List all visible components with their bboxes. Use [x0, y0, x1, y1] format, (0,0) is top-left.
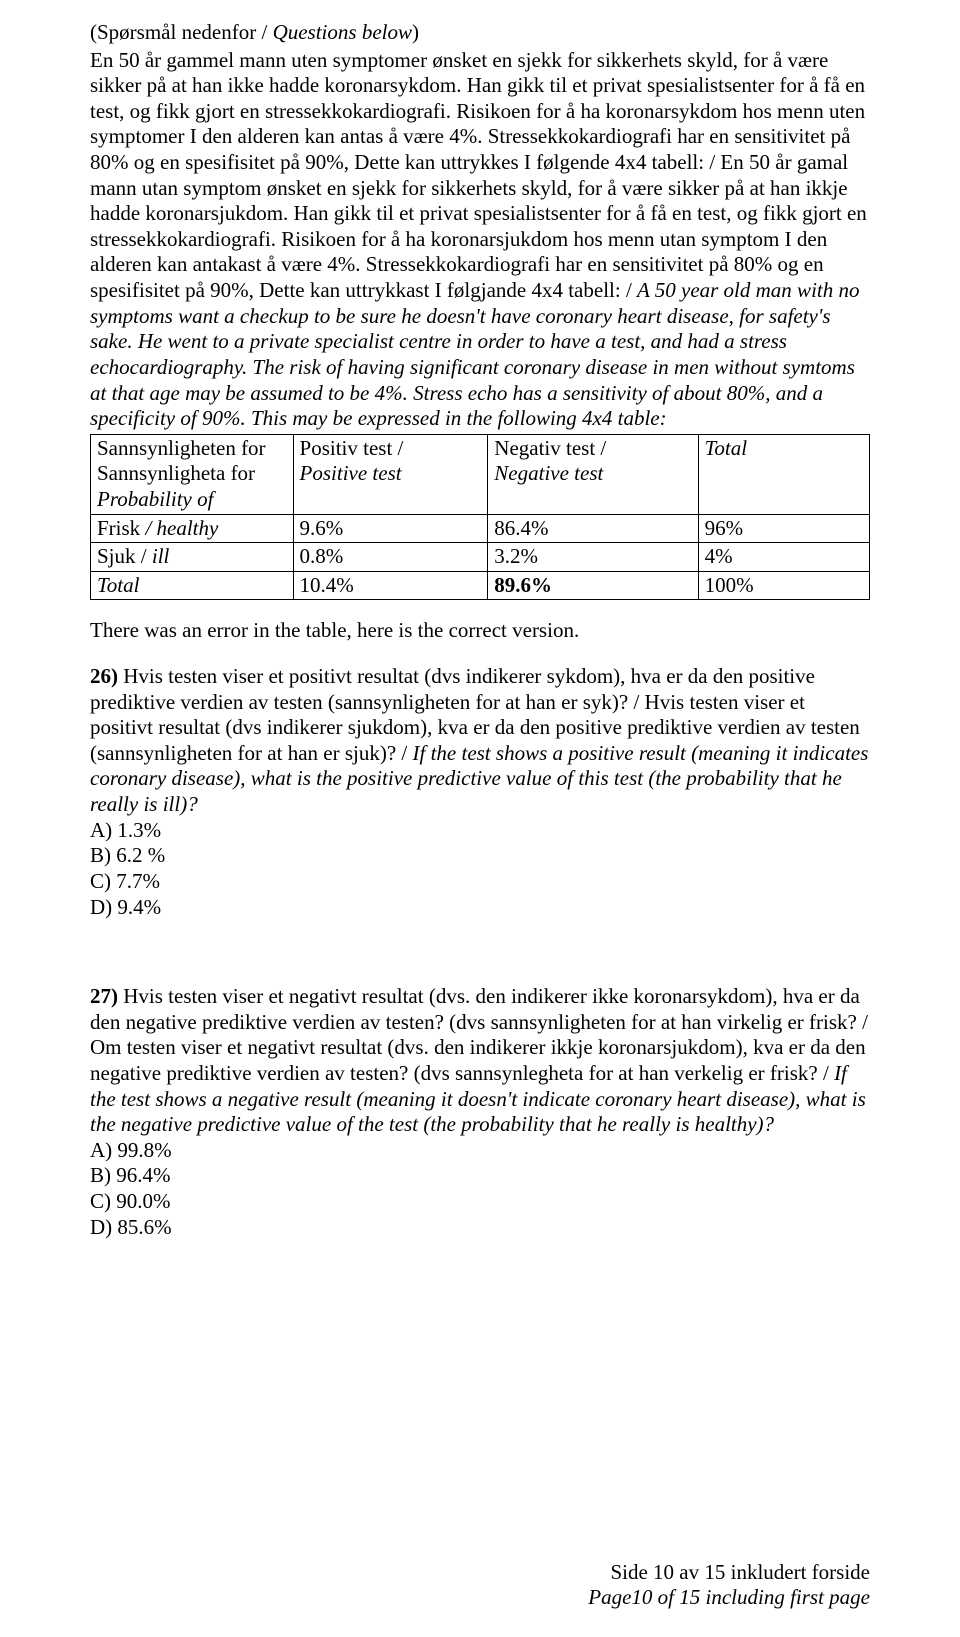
hc1-l2: Sannsynligheta for [97, 461, 255, 485]
cell: Sjuk / ill [91, 543, 294, 572]
q26-answers: A) 1.3% B) 6.2 % C) 7.7% D) 9.4% [90, 818, 870, 920]
cell: 0.8% [293, 543, 488, 572]
cell: 3.2% [488, 543, 698, 572]
error-note: There was an error in the table, here is… [90, 618, 870, 644]
answer-option: D) 85.6% [90, 1215, 870, 1241]
header-cell-probability: Sannsynligheten for Sannsynligheta for P… [91, 434, 294, 514]
cell: 10.4% [293, 571, 488, 600]
hc2-l2: Positive test [300, 461, 402, 485]
header-cell-negative: Negativ test / Negative test [488, 434, 698, 514]
answer-option: B) 6.2 % [90, 843, 870, 869]
table-row: Frisk / healthy 9.6% 86.4% 96% [91, 514, 870, 543]
heading-plain: Spørsmål nedenfor [97, 20, 256, 44]
q27-number: 27) [90, 984, 123, 1008]
q26-number: 26) [90, 664, 123, 688]
answer-option: A) 1.3% [90, 818, 870, 844]
footer-line1: Side 10 av 15 inkludert forside [588, 1560, 870, 1586]
footer-line2: Page10 of 15 including first page [588, 1585, 870, 1611]
answer-option: D) 9.4% [90, 895, 870, 921]
table-header-row: Sannsynligheten for Sannsynligheta for P… [91, 434, 870, 514]
document-page: (Spørsmål nedenfor / Questions below) En… [0, 0, 960, 1637]
cell: 89.6% [488, 571, 698, 600]
cell: 86.4% [488, 514, 698, 543]
cell: 100% [698, 571, 869, 600]
answer-option: B) 96.4% [90, 1163, 870, 1189]
header-cell-total: Total [698, 434, 869, 514]
hc1-l1: Sannsynligheten for [97, 436, 266, 460]
q27-answers: A) 99.8% B) 96.4% C) 90.0% D) 85.6% [90, 1138, 870, 1240]
hc1-l3: Probability of [97, 487, 213, 511]
cell: Frisk / healthy [91, 514, 294, 543]
probability-table: Sannsynligheten for Sannsynligheta for P… [90, 434, 870, 601]
hc4: Total [705, 436, 747, 460]
table-row: Sjuk / ill 0.8% 3.2% 4% [91, 543, 870, 572]
question-26: 26) Hvis testen viser et positivt result… [90, 664, 870, 920]
cell: 4% [698, 543, 869, 572]
question-27: 27) Hvis testen viser et negativt result… [90, 984, 870, 1240]
answer-option: C) 7.7% [90, 869, 870, 895]
intro-text: En 50 år gammel mann uten symptomer ønsk… [90, 48, 867, 302]
answer-option: A) 99.8% [90, 1138, 870, 1164]
hc3-l2: Negative test [494, 461, 603, 485]
heading-italic: Questions below [273, 20, 412, 44]
q27-text: Hvis testen viser et negativt resultat (… [90, 984, 868, 1085]
intro-paragraph: En 50 år gammel mann uten symptomer ønsk… [90, 48, 870, 432]
answer-option: C) 90.0% [90, 1189, 870, 1215]
hc2-l1: Positiv test / [300, 436, 404, 460]
hc3-l1: Negativ test / [494, 436, 606, 460]
page-footer: Side 10 av 15 inkludert forside Page10 o… [588, 1560, 870, 1611]
cell: 96% [698, 514, 869, 543]
header-cell-positive: Positiv test / Positive test [293, 434, 488, 514]
heading-line: (Spørsmål nedenfor / Questions below) [90, 20, 870, 46]
table-row: Total 10.4% 89.6% 100% [91, 571, 870, 600]
cell: Total [91, 571, 294, 600]
cell: 9.6% [293, 514, 488, 543]
